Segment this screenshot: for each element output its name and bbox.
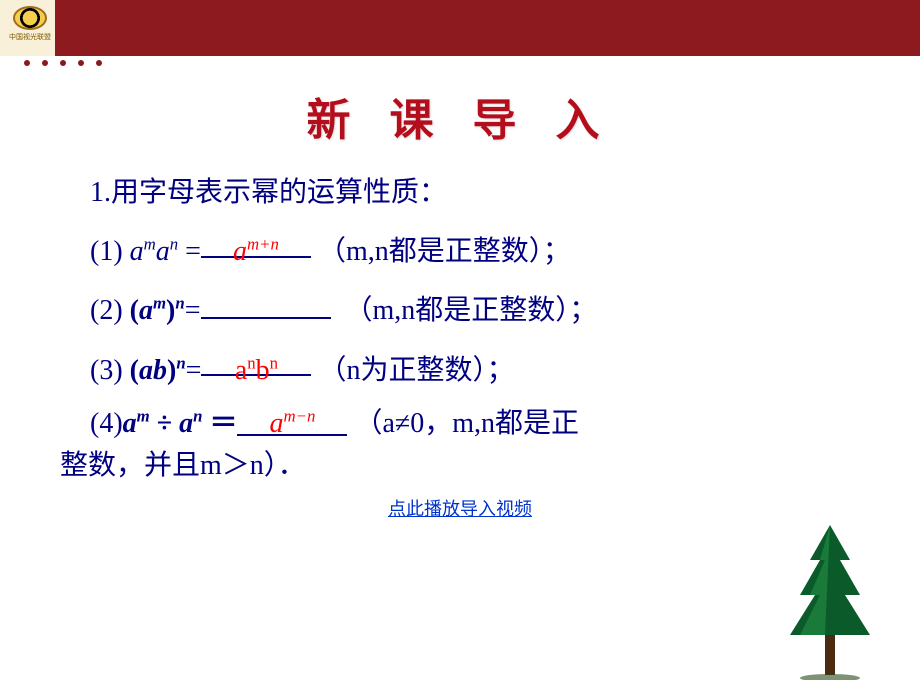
answer-1: am+n (233, 236, 279, 267)
answer-2-blank (201, 287, 331, 320)
logo: 中国视光联盟 (8, 6, 52, 50)
slide-title: 新 课 导 入 (0, 84, 920, 148)
content-body: 1.用字母表示幂的运算性质： (1) aman =am+n （m,n都是正整数）… (0, 148, 920, 487)
item-1: (1) aman =am+n （m,n都是正整数）； (90, 225, 860, 278)
intro-line: 1.用字母表示幂的运算性质： (90, 166, 860, 219)
header-bar: 中国视光联盟 (0, 0, 920, 56)
tree-decoration-icon (770, 520, 890, 680)
logo-label: 中国视光联盟 (8, 32, 52, 42)
answer-4: am−n (237, 403, 347, 436)
logo-eye-icon (13, 6, 47, 30)
video-link-row: 点此播放导入视频 (0, 495, 920, 521)
item-4: (4)am ÷ an ＝am−n （a≠0，m,n都是正 整数，并且m＞n）． (90, 403, 860, 487)
item-2: (2) (am)n= （m,n都是正整数）； (90, 284, 860, 337)
play-intro-video-link[interactable]: 点此播放导入视频 (388, 499, 532, 519)
item-3: (3) (ab)n=anbn （n为正整数）； (90, 344, 860, 397)
decorative-dots (24, 60, 102, 66)
answer-3: anbn (201, 344, 311, 377)
